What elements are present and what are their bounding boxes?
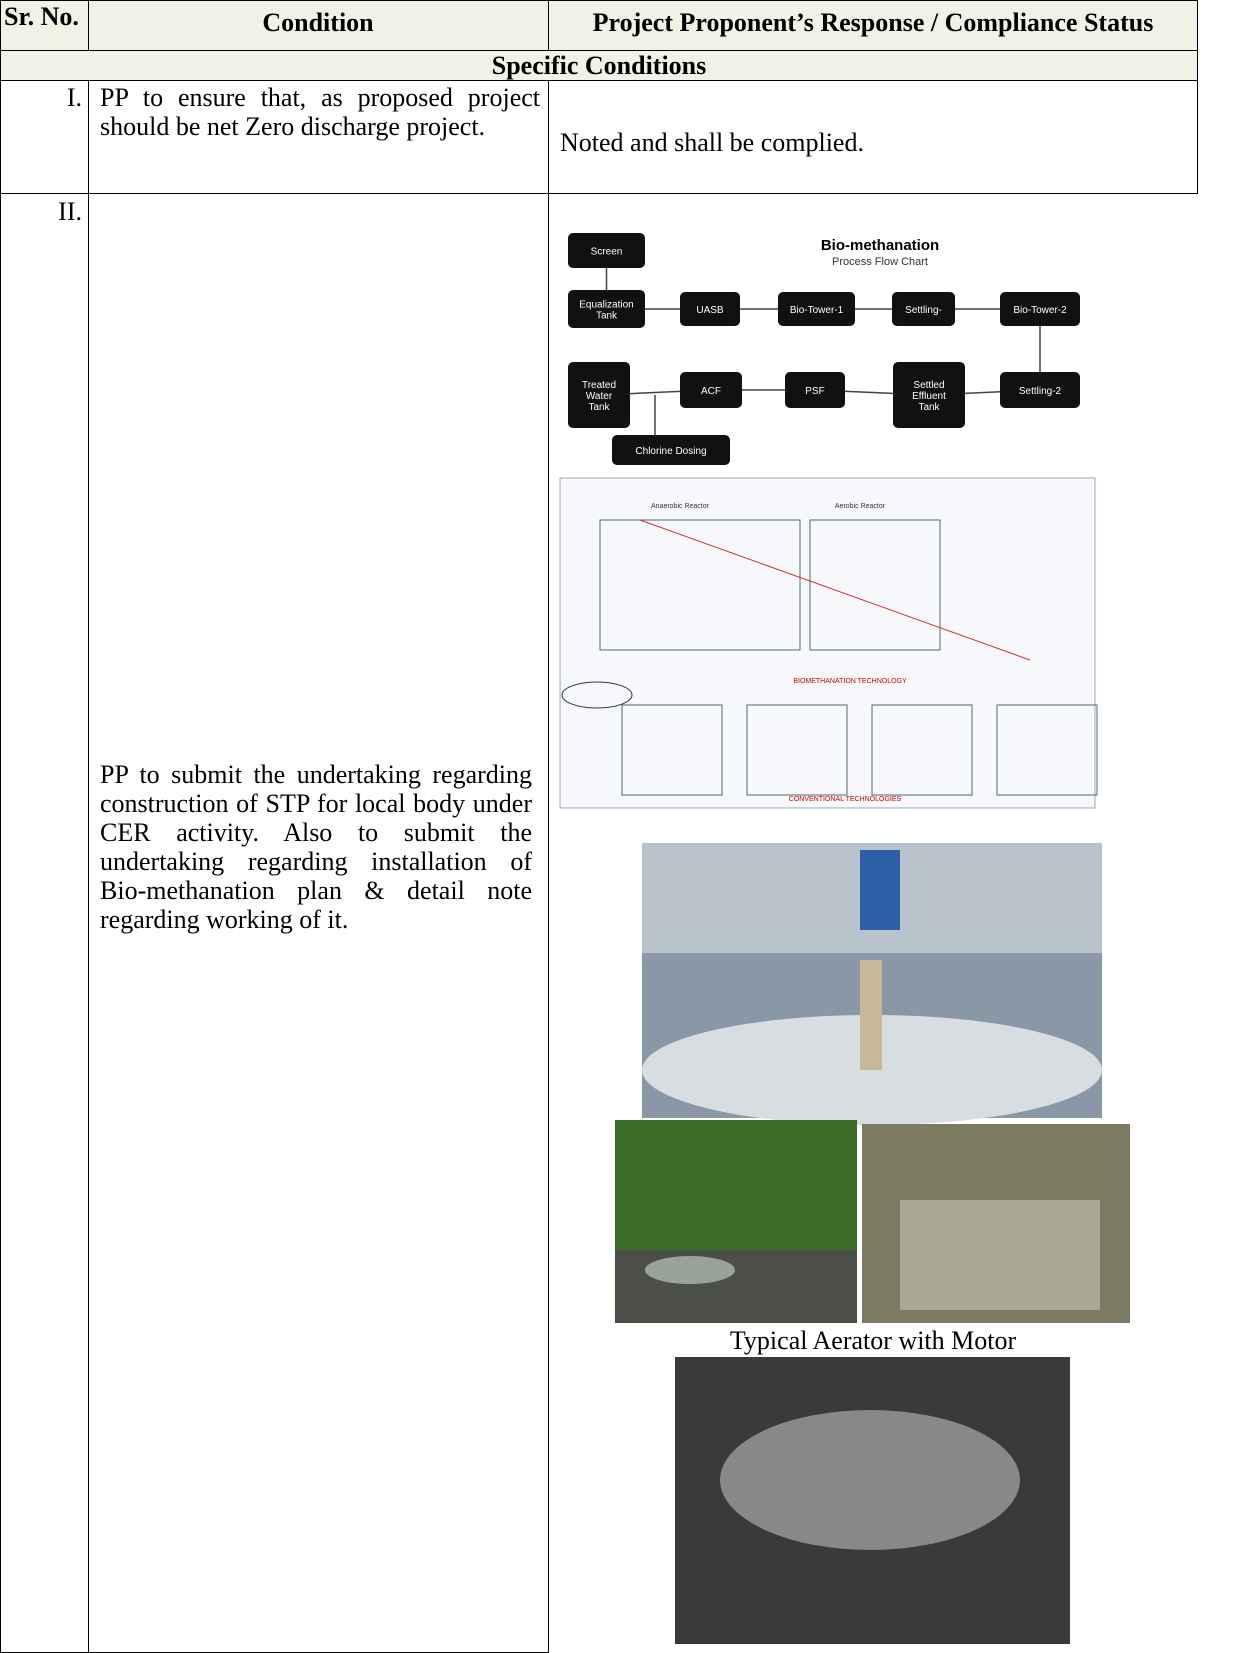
response-text: Noted and shall be complied. [560, 128, 864, 157]
figure-caption: Typical Aerator with Motor [729, 1326, 1017, 1355]
header-cell: Condition [262, 8, 374, 37]
section-title: Specific Conditions [0, 50, 1198, 81]
header-cell: Project Proponent’s Response / Complianc… [592, 8, 1154, 37]
condition-text: PP to ensure that, as proposed project s… [100, 83, 540, 141]
condition-text: PP to submit the undertaking regarding c… [100, 760, 532, 934]
row-number: II. [58, 197, 82, 226]
row-number: I. [66, 83, 82, 112]
header-cell: Sr. No. [4, 2, 79, 31]
